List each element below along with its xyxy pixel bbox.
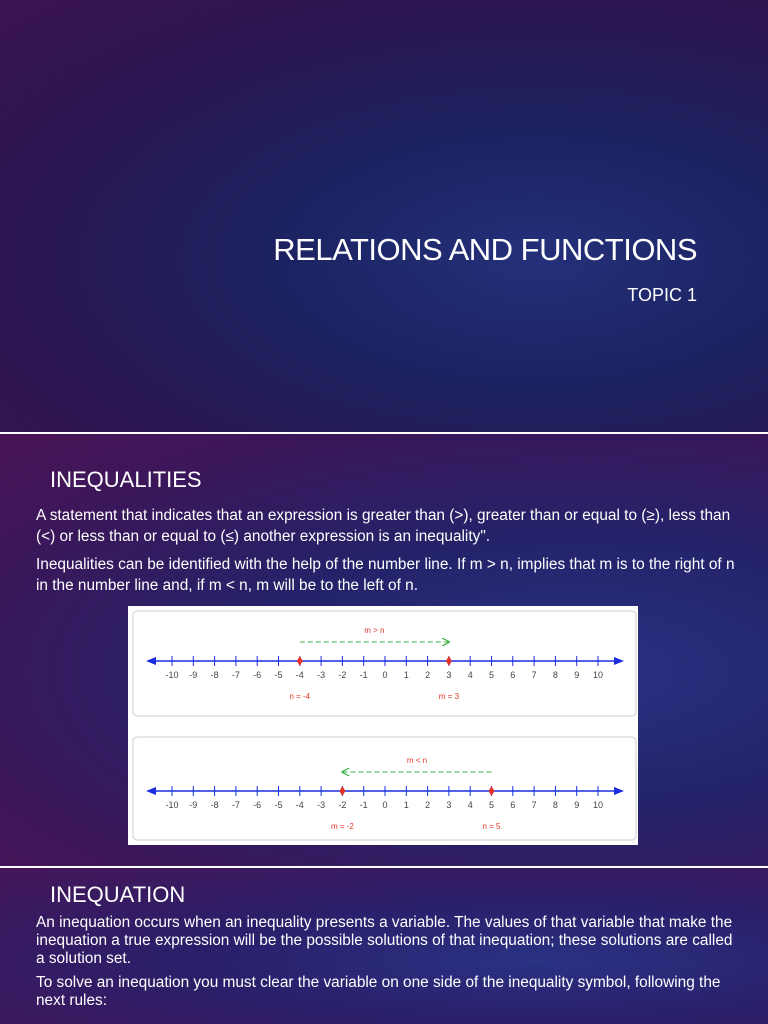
tick-label: 9 [574, 800, 579, 810]
tick-label: 6 [510, 670, 515, 680]
title-slide: RELATIONS AND FUNCTIONS TOPIC 1 [0, 0, 768, 432]
arrow-label: m < n [407, 756, 427, 765]
tick-label: -3 [317, 800, 325, 810]
tick-label: -7 [232, 670, 240, 680]
tick-label: 1 [404, 800, 409, 810]
point-label: n = 5 [482, 822, 501, 831]
tick-label: -7 [232, 800, 240, 810]
tick-label: 1 [404, 670, 409, 680]
inequation-slide: INEQUATION An inequation occurs when an … [0, 868, 768, 1024]
tick-label: 2 [425, 670, 430, 680]
arrow-label: m > n [364, 626, 384, 635]
tick-label: 6 [510, 800, 515, 810]
point-label: m = 3 [439, 692, 460, 701]
axis-arrowhead [146, 787, 156, 795]
tick-label: 0 [382, 800, 387, 810]
tick-label: 4 [468, 670, 473, 680]
heading: INEQUALITIES [50, 467, 202, 492]
axis-arrowhead [614, 787, 624, 795]
tick-label: -2 [338, 670, 346, 680]
tick-label: 7 [532, 800, 537, 810]
paragraph: An inequation occurs when an inequality … [36, 914, 733, 967]
tick-label: -1 [360, 800, 368, 810]
tick-label: 4 [468, 800, 473, 810]
tick-label: -5 [274, 800, 282, 810]
tick-label: -4 [296, 800, 304, 810]
tick-label: 5 [489, 800, 494, 810]
tick-label: -9 [189, 670, 197, 680]
tick-label: 8 [553, 800, 558, 810]
axis-arrowhead [614, 657, 624, 665]
tick-label: -9 [189, 800, 197, 810]
tick-label: -10 [165, 800, 178, 810]
tick-label: 10 [593, 800, 603, 810]
tick-label: 2 [425, 800, 430, 810]
tick-label: -10 [165, 670, 178, 680]
tick-label: 9 [574, 670, 579, 680]
paragraph: A statement that indicates that an expre… [36, 507, 731, 545]
point-marker [296, 656, 303, 666]
axis-arrowhead [146, 657, 156, 665]
tick-label: -6 [253, 670, 261, 680]
point-marker [445, 656, 452, 666]
tick-label: 3 [446, 800, 451, 810]
point-marker [339, 786, 346, 796]
title: RELATIONS AND FUNCTIONS [273, 232, 697, 267]
paragraph: To solve an inequation you must clear th… [36, 974, 721, 1009]
tick-label: -5 [274, 670, 282, 680]
tick-label: -8 [211, 670, 219, 680]
tick-label: -6 [253, 800, 261, 810]
heading: INEQUATION [50, 882, 186, 907]
tick-label: -3 [317, 670, 325, 680]
tick-label: 5 [489, 670, 494, 680]
tick-label: -4 [296, 670, 304, 680]
point-label: m = -2 [331, 822, 354, 831]
tick-label: 10 [593, 670, 603, 680]
tick-label: -1 [360, 670, 368, 680]
number-line-figure: -10 -9 -8 -7 -6 -5 -4 -3 -2 -1 0 1 2 3 4 5 6 7 8 9 10m > nn … [128, 606, 638, 845]
tick-label: 7 [532, 670, 537, 680]
tick-label: 8 [553, 670, 558, 680]
paragraph: Inequalities can be identified with the … [36, 556, 735, 594]
tick-label: 3 [446, 670, 451, 680]
tick-label: -8 [211, 800, 219, 810]
point-label: n = -4 [289, 692, 310, 701]
subtitle: TOPIC 1 [627, 285, 697, 305]
inequalities-slide: INEQUALITIES A statement that indicates … [0, 434, 768, 866]
point-marker [488, 786, 495, 796]
tick-label: 0 [382, 670, 387, 680]
tick-label: -2 [338, 800, 346, 810]
